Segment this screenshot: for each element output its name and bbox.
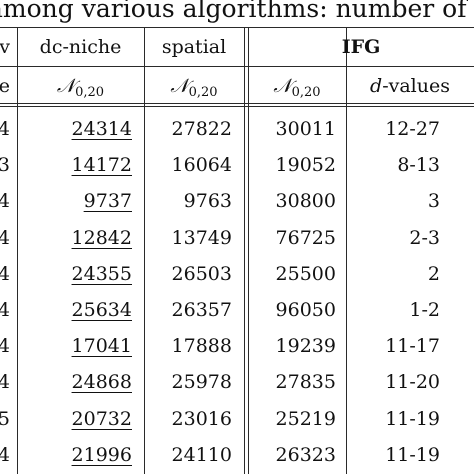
cell-c1: 21996	[71, 443, 132, 466]
cell-c0: 4	[0, 226, 10, 249]
cell-c2: 23016	[171, 407, 232, 430]
cell-c1: 14172	[71, 154, 132, 177]
n-symbol: 𝒩	[273, 75, 292, 97]
subheader-row: e 𝒩0,20 𝒩0,20 𝒩0,20 d-values	[0, 70, 474, 103]
header-ifg: IFG	[341, 36, 381, 58]
cell-c3: 26323	[275, 443, 336, 466]
header-row: v dc-niche spatial IFG	[0, 31, 474, 64]
cell-c4: 8-13	[397, 154, 440, 177]
cell-c3: 27835	[275, 371, 336, 394]
cell-c1: 20732	[71, 407, 132, 430]
n-subscript: 0,20	[291, 85, 321, 100]
cell-c4: 1-2	[409, 299, 440, 321]
cell-c3: 19239	[275, 335, 336, 358]
cell-c1: 9737	[83, 190, 132, 213]
cell-c2: 24110	[171, 443, 232, 466]
table-row: 4 21996 24110 26323 11-19	[0, 439, 474, 472]
cell-c0: 4	[0, 443, 10, 466]
cell-c2: 26357	[171, 299, 232, 321]
cell-c4: 11-20	[385, 371, 440, 394]
subheader-dc-niche: 𝒩0,20	[17, 70, 144, 103]
header-c0: v	[0, 36, 10, 58]
cell-c1: 24355	[71, 262, 132, 285]
cell-c3: 76725	[275, 226, 336, 249]
header-rule-1	[0, 66, 474, 67]
cell-c4: 2	[427, 262, 440, 285]
cell-c0: 4	[0, 190, 10, 213]
cell-c2: 25978	[171, 371, 232, 394]
cell-c0: 3	[0, 154, 10, 177]
cell-c3: 30011	[275, 118, 336, 140]
cell-c0: 4	[0, 262, 10, 285]
header-dc-niche: dc-niche	[39, 36, 122, 58]
subheader-c0: e	[0, 75, 10, 97]
cell-c1: 17041	[71, 335, 132, 358]
cell-c4: 11-19	[385, 443, 440, 466]
cell-c0: 4	[0, 371, 10, 394]
cell-c1: 24314	[71, 118, 132, 140]
cell-c1: 25634	[71, 299, 132, 321]
cell-c2: 13749	[171, 226, 232, 249]
table-row: 5 20732 23016 25219 11-19	[0, 403, 474, 436]
cell-c3: 30800	[275, 190, 336, 213]
cell-c2: 16064	[171, 154, 232, 177]
table-row: 4 9737 9763 30800 3	[0, 185, 474, 218]
table-row: 4 17041 17888 19239 11-17	[0, 330, 474, 363]
cell-c2: 9763	[183, 190, 232, 213]
col-divider-3	[244, 27, 245, 474]
col-divider-4	[248, 27, 249, 474]
col-divider-2	[144, 27, 145, 474]
table-caption: among various algorithms: number of p	[0, 0, 474, 27]
caption-text: among various algorithms: number of p	[0, 0, 474, 23]
cell-c3: 25500	[275, 262, 336, 285]
cell-c4: 2-3	[409, 226, 440, 249]
cell-c4: 12-27	[385, 118, 440, 140]
n-symbol: 𝒩	[170, 75, 189, 97]
cell-c0: 4	[0, 118, 10, 140]
cell-c0: 5	[0, 407, 10, 430]
cell-c2: 17888	[171, 335, 232, 358]
cell-c3: 25219	[275, 407, 336, 430]
subheader-d-values: d-values	[346, 70, 474, 103]
n-subscript: 0,20	[75, 85, 105, 100]
table-row: 4 24355 26503 25500 2	[0, 258, 474, 291]
cell-c1: 12842	[71, 226, 132, 249]
subheader-ifg-n: 𝒩0,20	[248, 70, 346, 103]
table-row: 3 14172 16064 19052 8-13	[0, 149, 474, 182]
col-divider-1	[17, 27, 18, 474]
cell-c0: 4	[0, 335, 10, 358]
cell-c4: 11-19	[385, 407, 440, 430]
cell-c1: 24868	[71, 371, 132, 394]
header-spatial: spatial	[161, 36, 227, 58]
cell-c4: 11-17	[385, 335, 440, 358]
table-row: 4 25634 26357 96050 1-2	[0, 294, 474, 327]
cell-c0: 4	[0, 299, 10, 321]
cell-c3: 19052	[275, 154, 336, 177]
cell-c2: 27822	[171, 118, 232, 140]
table-row: 4 24868 25978 27835 11-20	[0, 366, 474, 399]
top-rule	[0, 27, 474, 28]
cell-c2: 26503	[171, 262, 232, 285]
subheader-spatial: 𝒩0,20	[144, 70, 244, 103]
header-rule-2	[0, 103, 474, 104]
cell-c3: 96050	[275, 299, 336, 321]
cell-c4: 3	[427, 190, 440, 213]
d-symbol: d	[370, 75, 383, 97]
header-rule-3	[0, 106, 474, 107]
n-symbol: 𝒩	[56, 75, 76, 97]
table-row: 4 12842 13749 76725 2-3	[0, 222, 474, 255]
col-divider-5	[346, 27, 347, 474]
table-row: 4 24314 27822 30011 12-27	[0, 113, 474, 146]
n-subscript: 0,20	[188, 85, 218, 100]
d-values-suffix: -values	[382, 75, 450, 97]
